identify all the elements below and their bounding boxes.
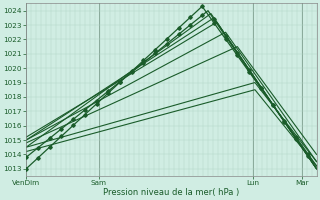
X-axis label: Pression niveau de la mer( hPa ): Pression niveau de la mer( hPa ) (103, 188, 239, 197)
